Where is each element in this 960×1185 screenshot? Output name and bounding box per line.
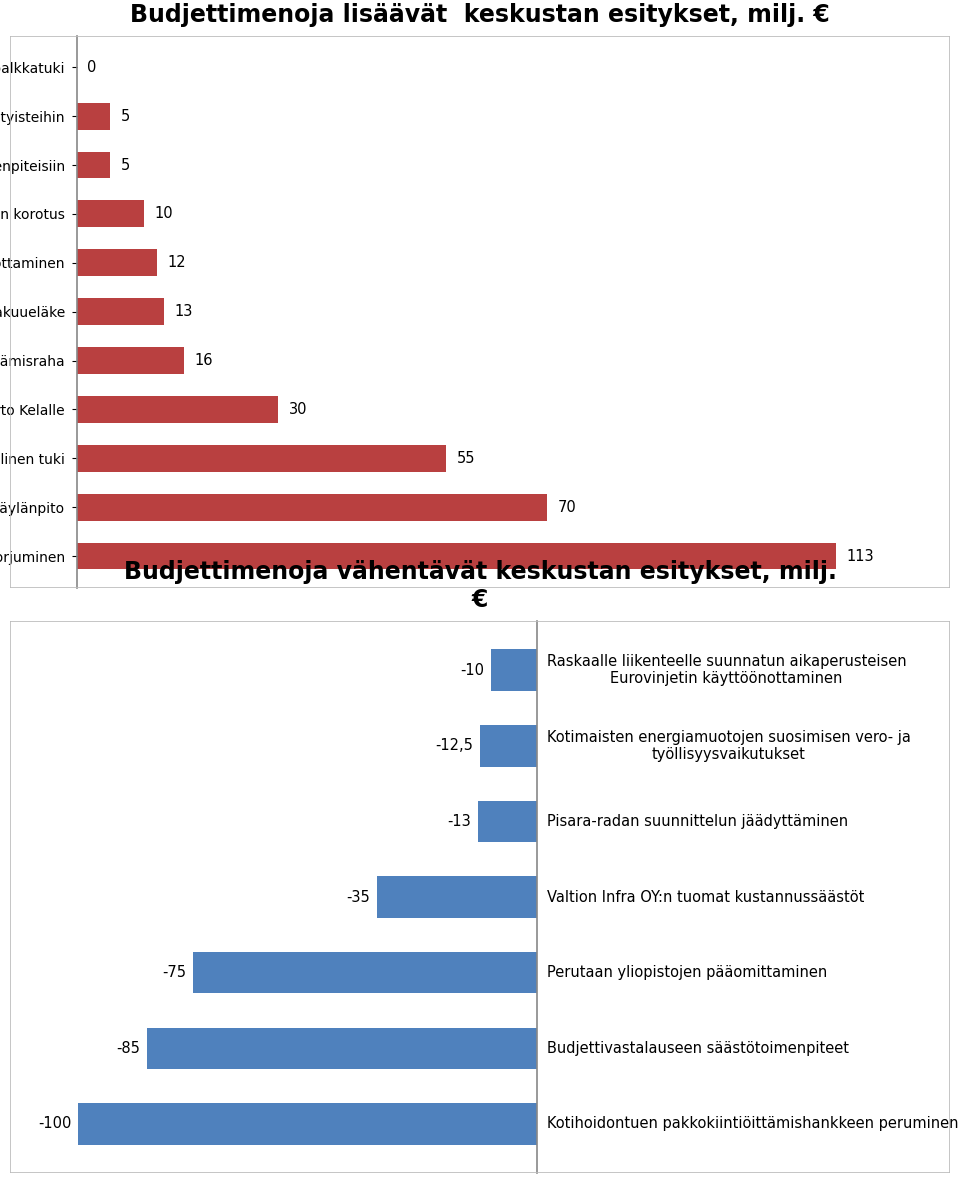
- Text: 5: 5: [121, 109, 130, 123]
- Text: Pisara-radan suunnittelun jäädyttäminen: Pisara-radan suunnittelun jäädyttäminen: [546, 814, 848, 828]
- Text: 16: 16: [194, 353, 213, 369]
- Bar: [376, 876, 538, 918]
- Text: 12: 12: [167, 255, 186, 270]
- Text: -35: -35: [347, 890, 370, 904]
- Text: 55: 55: [457, 450, 475, 466]
- Bar: [77, 200, 144, 228]
- Bar: [77, 103, 110, 129]
- Bar: [77, 494, 547, 520]
- Text: -100: -100: [38, 1116, 72, 1132]
- Text: Kotimaisten energiamuotojen suosimisen vero- ja
työllisyysvaikutukset: Kotimaisten energiamuotojen suosimisen v…: [546, 730, 910, 762]
- Text: -85: -85: [116, 1040, 140, 1056]
- Text: 13: 13: [174, 305, 193, 319]
- Bar: [147, 1027, 538, 1069]
- Bar: [478, 801, 538, 843]
- Text: 70: 70: [557, 500, 576, 514]
- Text: Perutaan yliopistojen pääomittaminen: Perutaan yliopistojen pääomittaminen: [546, 965, 827, 980]
- Text: 113: 113: [846, 549, 874, 564]
- Text: 30: 30: [288, 402, 307, 417]
- Text: -12,5: -12,5: [435, 738, 473, 754]
- Bar: [77, 543, 836, 570]
- Bar: [193, 952, 538, 993]
- Bar: [79, 1103, 538, 1145]
- Title: Budjettimenoja lisäävät  keskustan esitykset, milj. €: Budjettimenoja lisäävät keskustan esityk…: [131, 2, 829, 26]
- Text: Valtion Infra OY:n tuomat kustannussäästöt: Valtion Infra OY:n tuomat kustannussääst…: [546, 890, 864, 904]
- Bar: [492, 649, 538, 691]
- Text: 5: 5: [121, 158, 130, 173]
- Bar: [77, 152, 110, 179]
- Bar: [77, 396, 278, 423]
- Bar: [77, 249, 157, 276]
- Text: 0: 0: [86, 59, 96, 75]
- Text: 10: 10: [154, 206, 173, 222]
- Text: Budjettivastalauseen säästötoimenpiteet: Budjettivastalauseen säästötoimenpiteet: [546, 1040, 849, 1056]
- Title: Budjettimenoja vähentävät keskustan esitykset, milj.
€: Budjettimenoja vähentävät keskustan esit…: [124, 561, 836, 611]
- Bar: [77, 299, 164, 325]
- Text: -75: -75: [162, 965, 186, 980]
- Text: -13: -13: [447, 814, 470, 828]
- Text: -10: -10: [461, 662, 485, 678]
- Bar: [480, 725, 538, 767]
- Text: Kotihoidontuen pakkokiintiöittämishankkeen peruminen: Kotihoidontuen pakkokiintiöittämishankke…: [546, 1116, 958, 1132]
- Bar: [77, 444, 446, 472]
- Bar: [77, 347, 184, 374]
- Text: Raskaalle liikenteelle suunnatun aikaperusteisen
Eurovinjetin käyttöönottaminen: Raskaalle liikenteelle suunnatun aikaper…: [546, 654, 906, 686]
